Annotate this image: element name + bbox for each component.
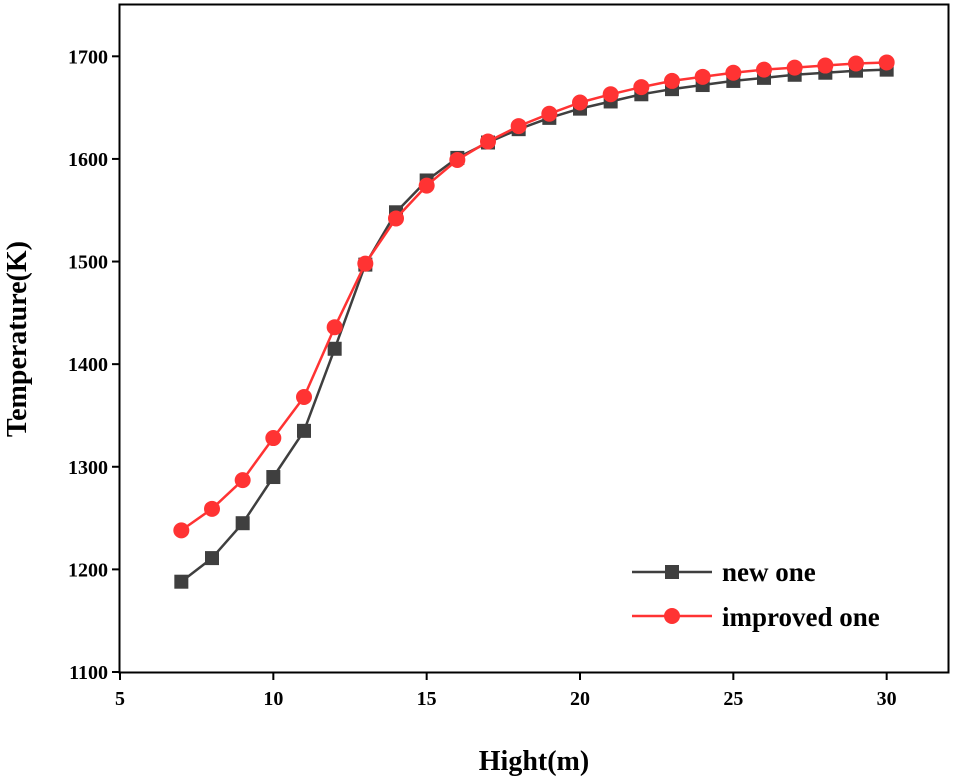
y-tick-label-1100: 1100 <box>69 662 108 684</box>
data-point-improved-one <box>878 54 895 71</box>
x-axis: 5 10 15 20 25 30 <box>115 672 897 710</box>
y-tick-label-1200: 1200 <box>68 559 108 581</box>
x-tick-label-25: 25 <box>723 688 743 710</box>
x-tick-label-10: 10 <box>263 688 283 710</box>
series-line-new-one <box>180 68 887 583</box>
data-point-improved-one <box>326 319 343 336</box>
series-layer <box>173 54 895 589</box>
data-point-improved-one <box>572 94 588 111</box>
data-point-new-one <box>174 574 189 589</box>
data-point-improved-one <box>357 255 374 272</box>
data-point-improved-one <box>725 64 742 81</box>
plot-frame <box>118 3 950 674</box>
y-axis-title: Temperature(K) <box>2 241 33 437</box>
data-point-new-one <box>327 341 342 356</box>
data-point-improved-one <box>633 79 650 96</box>
data-point-improved-one <box>296 388 312 405</box>
legend-marker-improved-one <box>664 608 680 624</box>
data-point-improved-one <box>694 68 711 85</box>
legend-label-improved-one: improved one <box>722 602 880 632</box>
y-tick-label-1300: 1300 <box>68 457 108 479</box>
data-point-improved-one <box>173 522 190 539</box>
x-tick-label-5: 5 <box>115 688 125 710</box>
y-tick-label-1500: 1500 <box>68 252 108 274</box>
legend: new one improved one <box>632 557 880 632</box>
x-axis-title: Hight(m) <box>479 746 589 777</box>
data-point-improved-one <box>602 86 619 103</box>
data-point-new-one <box>266 470 281 485</box>
data-point-improved-one <box>204 500 220 517</box>
data-point-new-one <box>297 423 311 438</box>
y-axis: 1100 1200 1300 1400 1500 1600 1700 <box>68 46 120 684</box>
data-point-improved-one <box>848 55 864 72</box>
y-tick-label-1600: 1600 <box>68 149 108 171</box>
legend-marker-new-one <box>665 565 679 579</box>
data-point-improved-one <box>664 72 680 89</box>
data-point-improved-one <box>510 118 527 135</box>
data-point-improved-one <box>234 472 251 489</box>
x-tick-label-30: 30 <box>877 688 897 710</box>
data-point-improved-one <box>418 177 435 194</box>
data-point-improved-one <box>388 210 404 227</box>
data-point-improved-one <box>786 59 803 76</box>
data-point-improved-one <box>265 430 282 447</box>
data-point-improved-one <box>541 105 558 122</box>
data-point-new-one <box>235 516 250 531</box>
legend-label-new-one: new one <box>722 557 816 587</box>
data-point-improved-one <box>817 57 834 74</box>
x-tick-label-15: 15 <box>417 688 437 710</box>
series-line-improved-one <box>180 61 887 532</box>
data-point-improved-one <box>480 133 496 150</box>
data-point-new-one <box>205 551 219 566</box>
y-tick-label-1400: 1400 <box>68 354 108 376</box>
data-point-improved-one <box>756 61 772 78</box>
x-tick-label-20: 20 <box>570 688 590 710</box>
y-tick-label-1700: 1700 <box>68 46 108 68</box>
data-point-improved-one <box>449 151 466 168</box>
